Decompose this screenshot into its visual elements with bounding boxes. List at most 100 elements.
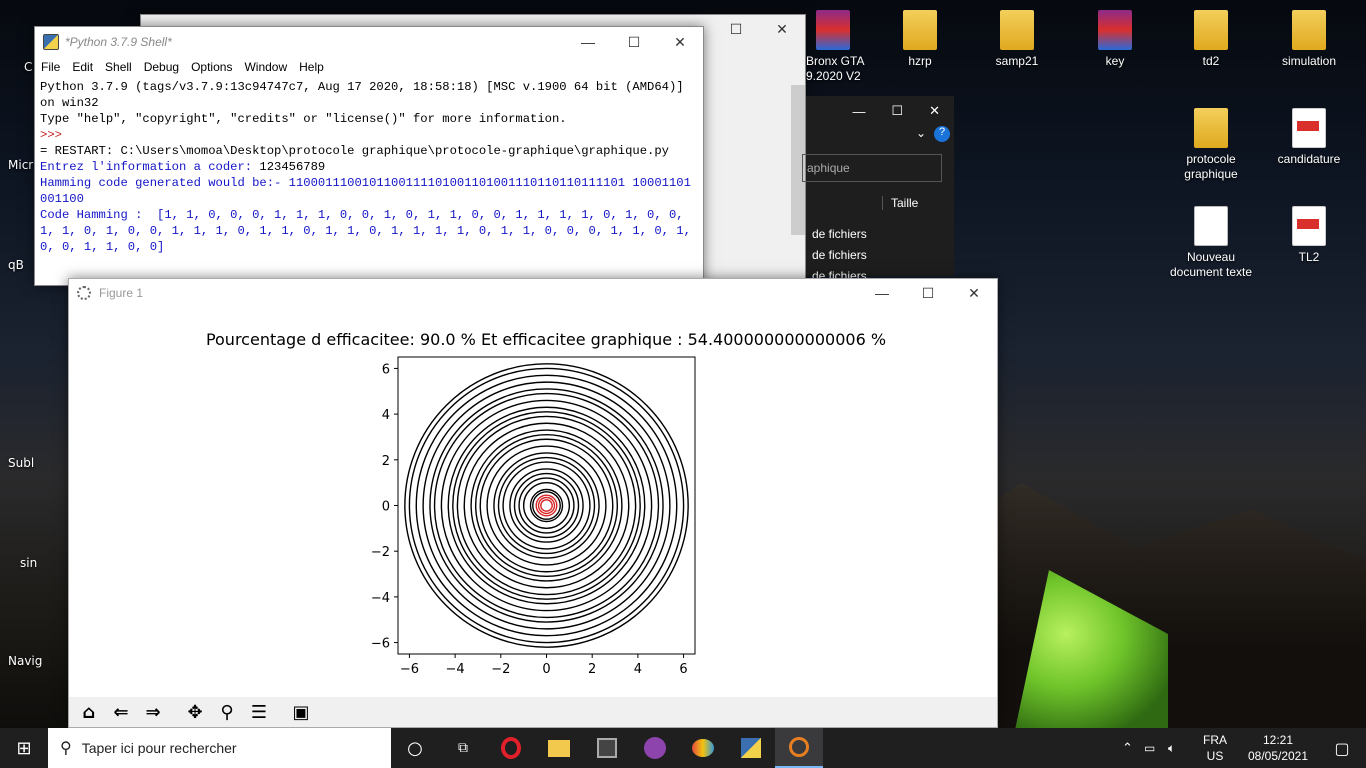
pan-icon[interactable]: ✥ xyxy=(187,701,203,723)
shell-line: >>> xyxy=(40,128,70,142)
desktop-icon-partial[interactable]: Subl xyxy=(8,456,35,470)
forward-icon[interactable]: ⇒ xyxy=(145,701,161,723)
menu-edit[interactable]: Edit xyxy=(72,60,94,74)
close-icon[interactable]: ✕ xyxy=(968,284,980,301)
circle-black xyxy=(408,367,685,644)
bg-window-controls: ☐ ✕ xyxy=(713,15,805,45)
circle-black xyxy=(415,374,678,637)
configure-icon[interactable]: ☰ xyxy=(250,701,268,723)
search-input[interactable]: aphique xyxy=(802,154,942,182)
circle-black xyxy=(470,429,623,582)
search-placeholder: Taper ici pour rechercher xyxy=(81,740,237,756)
menu-debug[interactable]: Debug xyxy=(143,60,180,74)
desktop-icon-partial[interactable]: Navig xyxy=(8,654,43,668)
matplotlib-taskbar-icon[interactable] xyxy=(775,728,823,768)
language-indicator[interactable]: FRA US xyxy=(1192,732,1238,764)
python-icon[interactable] xyxy=(727,728,775,768)
save-icon[interactable]: ▣ xyxy=(292,701,310,723)
circle-black xyxy=(463,422,630,589)
help-icon[interactable]: ? xyxy=(934,126,950,142)
volume-icon[interactable]: 🔈︎ xyxy=(1168,740,1176,755)
circle-black xyxy=(518,477,575,534)
circle-black xyxy=(502,461,591,550)
desktop-icon-partial[interactable]: Micr xyxy=(8,158,34,172)
chevron-up-icon[interactable]: ⌃ xyxy=(1122,740,1133,756)
task-view-icon[interactable]: ⧉ xyxy=(458,740,468,756)
paint-icon[interactable] xyxy=(679,728,727,768)
desktop-icon-simulation[interactable]: simulation xyxy=(1264,10,1354,69)
icon-label: protocole xyxy=(1186,152,1236,166)
desktop-icon-partial[interactable]: C xyxy=(24,60,33,74)
desktop-icon-partial[interactable]: sin xyxy=(20,556,38,570)
desktop-icon-protocole[interactable]: protocole graphique xyxy=(1166,108,1256,182)
notification-icon[interactable]: ▢ xyxy=(1334,738,1350,758)
y-tick-label: 2 xyxy=(382,454,390,469)
list-item[interactable]: de fichiers xyxy=(812,248,867,262)
figure-titlebar[interactable]: Figure 1 — ☐ ✕ xyxy=(69,279,997,307)
desktop-icon-candidature[interactable]: candidature xyxy=(1264,108,1354,167)
minimize-icon[interactable]: — xyxy=(581,34,595,50)
clock[interactable]: 12:21 08/05/2021 xyxy=(1238,732,1318,764)
chevron-down-icon[interactable]: ⌄ xyxy=(915,126,926,140)
icon-label: hzrp xyxy=(908,54,932,68)
minimize-icon[interactable]: — xyxy=(875,285,889,301)
circle-black xyxy=(452,411,641,600)
store-icon[interactable] xyxy=(583,728,631,768)
desktop-icon-samp21[interactable]: samp21 xyxy=(972,10,1062,69)
back-icon[interactable]: ⇐ xyxy=(113,701,129,723)
y-tick-label: 0 xyxy=(382,500,390,515)
desktop-icon-td2[interactable]: td2 xyxy=(1166,10,1256,69)
close-icon[interactable]: ✕ xyxy=(674,33,686,50)
circle-red xyxy=(540,499,553,512)
menu-window[interactable]: Window xyxy=(244,60,288,74)
circle-black xyxy=(479,438,614,573)
desktop-icon-partial[interactable]: qB xyxy=(8,258,24,272)
search-icon: ⚲ xyxy=(60,740,72,757)
figure-toolbar: ⌂ ⇐ ⇒ ✥ ⚲ ☰ ▣ xyxy=(69,697,997,727)
python-shell-window: *Python 3.7.9 Shell* — ☐ ✕ File Edit Shell… xyxy=(34,26,704,286)
column-size[interactable]: Taille xyxy=(882,196,918,210)
maximize-icon[interactable]: ☐ xyxy=(729,22,743,38)
circle-black xyxy=(529,488,564,523)
folder-icon xyxy=(1000,10,1034,50)
circle-black xyxy=(474,433,619,578)
opera-icon[interactable] xyxy=(487,728,535,768)
minimize-icon[interactable]: — xyxy=(852,103,866,119)
shell-titlebar[interactable]: *Python 3.7.9 Shell* — ☐ ✕ xyxy=(35,27,703,57)
shell-line: Entrez l'information a coder: 123456789 xyxy=(40,160,326,174)
maximize-icon[interactable]: ☐ xyxy=(627,33,641,50)
maximize-icon[interactable]: ☐ xyxy=(921,284,935,301)
menu-file[interactable]: File xyxy=(41,60,61,74)
taskbar-search[interactable]: ⚲ Taper ici pour rechercher xyxy=(48,728,391,768)
desktop-icon-tl2[interactable]: TL2 xyxy=(1264,206,1354,265)
menu-shell[interactable]: Shell xyxy=(105,60,132,74)
icon-label: Nouveau xyxy=(1186,250,1236,264)
desktop-icon-bronx-gta[interactable]: Bronx GTA 9.2020 V2 xyxy=(806,10,876,84)
circle-red xyxy=(535,494,558,517)
icon-label: key xyxy=(1105,54,1125,68)
menu-options[interactable]: Options xyxy=(191,60,233,74)
github-icon[interactable] xyxy=(631,728,679,768)
desktop-icon-hzrp[interactable]: hzrp xyxy=(875,10,965,69)
explorer-window: — ☐ ✕ ⌄ ? aphique Taille de fichiers de fi… xyxy=(802,96,954,283)
icon-label: td2 xyxy=(1202,54,1220,68)
home-icon[interactable]: ⌂ xyxy=(82,701,96,723)
menu-help[interactable]: Help xyxy=(299,60,324,74)
list-item[interactable]: de fichiers xyxy=(812,227,867,241)
scrollbar[interactable] xyxy=(791,85,805,235)
zoom-icon[interactable]: ⚲ xyxy=(220,701,234,723)
file-explorer-icon[interactable] xyxy=(535,728,583,768)
windows-start-icon[interactable]: ⊞ xyxy=(16,737,32,759)
desktop-icon-nouveau[interactable]: Nouveau document texte xyxy=(1166,206,1256,280)
cortana-icon[interactable]: ○ xyxy=(407,737,423,759)
figure-window: Figure 1 — ☐ ✕ Pourcentage d efficacitee… xyxy=(68,278,998,728)
shell-output[interactable]: Python 3.7.9 (tags/v3.7.9:13c94747c7, Au… xyxy=(35,77,703,257)
close-icon[interactable]: ✕ xyxy=(929,103,940,118)
network-icon[interactable]: ▭ xyxy=(1144,741,1156,755)
close-icon[interactable]: ✕ xyxy=(776,22,788,38)
x-tick-label: 6 xyxy=(679,662,687,677)
maximize-icon[interactable]: ☐ xyxy=(891,103,904,118)
x-tick-label: 4 xyxy=(634,662,642,677)
icon-label: TL2 xyxy=(1298,250,1320,264)
desktop-icon-key[interactable]: key xyxy=(1070,10,1160,69)
